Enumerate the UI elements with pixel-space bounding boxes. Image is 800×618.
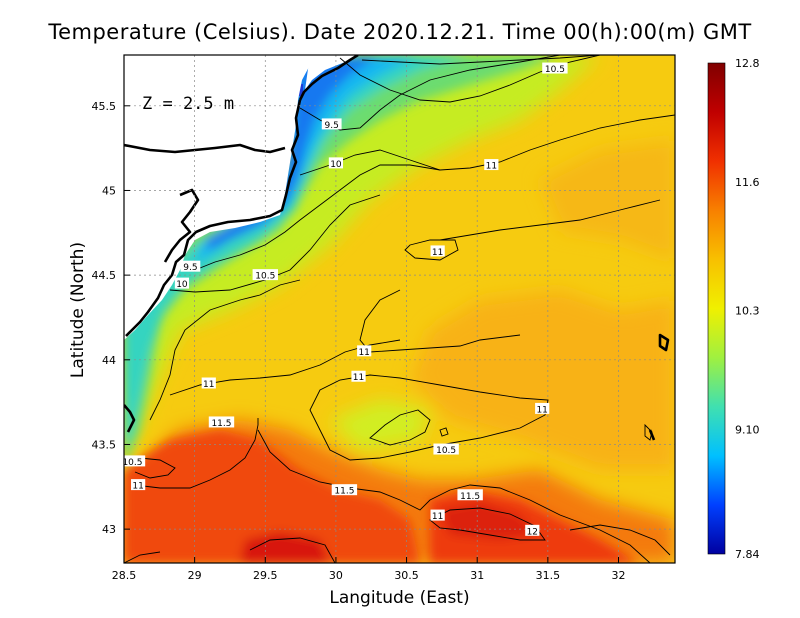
contour-label: 9.5 [183,263,197,273]
x-tick-label: 29.5 [253,569,278,582]
colorbar-tick-label: 12.8 [735,57,760,70]
colorbar-gradient [707,62,726,555]
contour-label-bg [351,370,366,382]
lat-lon-grid [124,55,675,563]
contour-label: 11 [132,482,143,492]
y-tick-label: 43.5 [92,438,117,451]
y-tick-label: 45.5 [92,100,117,113]
x-tick-label: 32 [611,569,625,582]
contour-label: 10.5 [255,272,275,282]
contour-label-bg [208,416,235,428]
contour-label-bg [457,489,483,501]
colorbar-tick-label: 10.3 [735,304,760,317]
contour-lines [124,55,675,563]
contour-label-bg [328,157,344,169]
x-tick-label: 28.5 [112,569,137,582]
contour-label: 11 [353,373,364,383]
colorbar-tick-label: 7.84 [735,548,760,561]
contour-label: 11 [358,348,369,358]
x-tick-label: 30.5 [394,569,419,582]
contour-label: 11.5 [211,419,231,429]
y-tick-label: 44 [102,354,116,367]
contour-label: 12 [527,527,538,537]
contour-label-bg [430,245,445,257]
x-tick-label: 31.5 [536,569,561,582]
contour-label-bg [430,509,445,521]
contour-label: 11 [432,512,443,522]
contour-label-bg [535,402,550,414]
contour-label-bg [484,159,499,171]
contour-label-bg [174,277,190,289]
x-axis-label: Langitude (East) [329,588,470,608]
y-tick-label: 45 [102,184,116,197]
x-tick-label: 30 [329,569,343,582]
contour-label: 10.5 [436,446,456,456]
colorbar-tick-label: 11.6 [735,176,760,189]
x-tick-label: 31 [470,569,484,582]
contour-label-bg [119,455,146,467]
x-tick-label: 29 [188,569,202,582]
contour-label-bg [433,443,459,455]
contour-label: 9.5 [325,121,339,131]
contour-label-bg [131,479,146,491]
colorbar-tick-label: 9.10 [735,423,760,436]
contour-labels: 10.5 9.5 10 11 11 9.5 10 10.5 11 11 11 11 11.5 10.5 10… [119,62,568,537]
contour-label-bg [180,260,201,272]
y-tick-label: 43 [102,523,116,536]
contour-label-bg [542,62,568,74]
colorbar-ticks: 12.8 11.6 10.3 9.10 7.84 [735,57,760,561]
contour-label: 11.5 [334,487,354,497]
plot-frame [123,54,676,564]
contour-label: 11 [486,162,497,172]
y-axis-ticks: 45.5 45 44.5 44 43.5 43 [92,100,130,536]
contour-label-bg [331,484,358,496]
contour-label: 11 [432,248,443,258]
y-axis-label: Latitude (North) [68,241,88,379]
chart-title: Temperature (Celsius). Date 2020.12.21. … [48,20,752,44]
contour-label: 11 [203,380,214,390]
contour-label: 10 [330,160,342,170]
contour-label-bg [357,345,372,357]
colorbar: 12.8 11.6 10.3 9.10 7.84 [707,57,760,561]
contour-label: 10 [176,280,188,290]
contour-label: 10.5 [122,458,142,468]
contour-label: 11 [536,405,547,415]
y-tick-label: 44.5 [92,269,117,282]
contour-label-bg [321,118,342,130]
depth-label: Z = 2.5 m [142,94,234,114]
contour-label: 10.5 [545,65,565,75]
land-mask [124,55,360,340]
contour-label: 11.5 [460,492,480,502]
contour-label-bg [201,377,216,389]
contour-label-bg [525,524,540,536]
contour-label-bg [252,269,278,281]
x-axis-ticks: 28.5 29 29.5 30 30.5 31 31.5 32 [112,557,625,582]
